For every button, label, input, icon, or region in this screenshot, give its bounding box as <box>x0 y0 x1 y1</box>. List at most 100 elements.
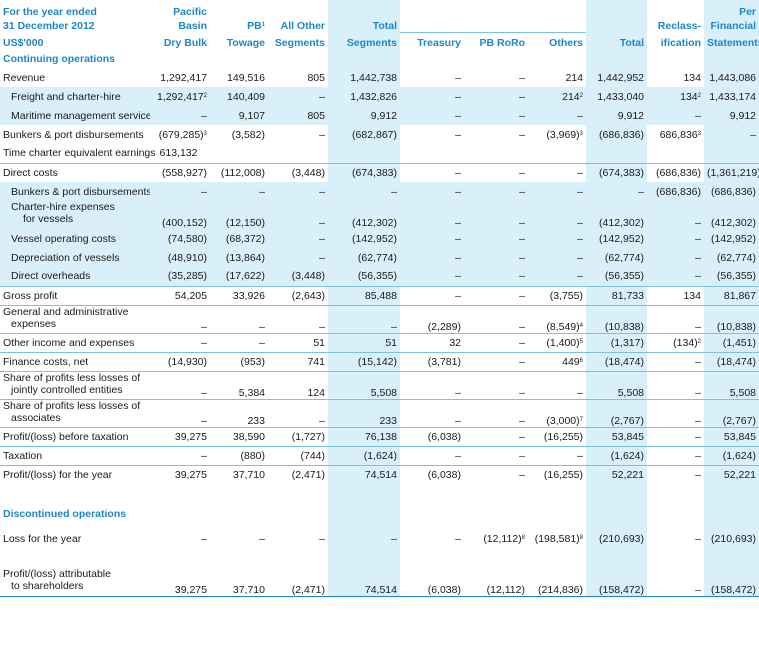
table-cell: 1,433,040 <box>586 87 647 106</box>
table-cell: (686,836) <box>647 162 704 182</box>
table-row: Other income and expenses – –51 51 32– (1,400… <box>0 332 759 352</box>
table-cell: (400,152) <box>150 201 210 229</box>
table-cell: 85,488 <box>328 285 400 305</box>
table-cell: (142,952) <box>328 229 400 248</box>
table-cell <box>464 504 528 523</box>
table-cell: – <box>464 426 528 446</box>
table-row: Share of profits less losses of associate… <box>0 398 759 427</box>
table-cell: (35,285) <box>150 267 210 286</box>
table-cell: 1,292,417 <box>160 71 207 84</box>
table-cell: 214 <box>565 71 583 84</box>
table-cell <box>268 504 328 523</box>
table-cell: (10,838) <box>586 304 647 333</box>
table-cell: (56,355) <box>586 267 647 286</box>
table-cell: – <box>455 128 461 141</box>
table-cell <box>528 504 586 523</box>
table-cell <box>400 504 464 523</box>
table-cell: 52,221 <box>586 464 647 484</box>
table-cell <box>210 504 268 523</box>
table-cell: 1,433,174 <box>704 87 759 106</box>
table-cell: – <box>150 398 210 427</box>
table-cell: – <box>328 304 400 333</box>
table-cell <box>647 504 704 523</box>
table-cell <box>328 144 400 163</box>
table-cell: 54,205 <box>150 285 210 305</box>
table-cell: – <box>647 106 704 125</box>
table-cell: 1,292,4172 <box>150 87 210 106</box>
table-cell: – <box>400 162 464 182</box>
col-per-line3: Statements <box>704 32 759 49</box>
table-cell: – <box>150 182 210 201</box>
row-label: Bunkers & port disbursements <box>0 182 150 201</box>
table-cell: – <box>400 370 464 399</box>
table-cell: (142,952) <box>586 229 647 248</box>
table-cell <box>464 144 528 163</box>
table-cell: – <box>464 162 528 182</box>
row-label: Profit/(loss) for the year <box>0 464 150 484</box>
row-label: Profit/(loss) before taxation <box>0 426 150 446</box>
table-cell: (1,451) <box>704 332 759 352</box>
col-pbdb-line2: Basin <box>178 20 207 32</box>
table-cell: (6,038) <box>400 464 464 484</box>
table-row <box>0 548 759 568</box>
table-row: Revenue 1,292,417 149,516 805 1,442,738 – – 214… <box>0 68 759 87</box>
table-cell <box>210 49 268 68</box>
table-cell: (1,361,219) <box>704 162 759 182</box>
table-cell: – <box>400 201 464 229</box>
table-cell: – <box>528 106 586 125</box>
col-treasury: Treasury <box>400 31 464 49</box>
table-cell: (17,622) <box>210 267 268 286</box>
table-cell: 149,516 <box>227 71 265 84</box>
table-cell <box>210 144 268 163</box>
table-row: Freight and charter-hire 1,292,4172 140,40… <box>0 87 759 106</box>
table-cell: 233 <box>210 398 268 427</box>
table-cell <box>586 504 647 523</box>
table-cell: – <box>259 532 265 545</box>
table-cell: 9,912 <box>328 106 400 125</box>
table-cell: (686,836) <box>704 182 759 201</box>
table-cell: 140,409 <box>210 87 268 106</box>
table-cell: 9,912 <box>704 106 759 125</box>
table-cell: 9,912 <box>586 106 647 125</box>
table-cell <box>268 144 328 163</box>
table-cell: – <box>268 201 328 229</box>
table-cell: (18,474) <box>704 351 759 371</box>
table-cell: (8,549)4 <box>528 304 586 333</box>
table-cell: (412,302) <box>586 201 647 229</box>
col-towage-line1: PB1 <box>247 20 265 32</box>
col-pbdb-line3: Dry Bulk <box>163 37 207 49</box>
col-per-line2: Financial <box>704 18 759 32</box>
table-cell: – <box>647 398 704 427</box>
row-label: Continuing operations <box>3 52 115 65</box>
table-cell: – <box>400 182 464 201</box>
table-cell: – <box>400 106 464 125</box>
table-cell <box>586 49 647 68</box>
table-cell: – <box>647 568 704 597</box>
table-cell: (412,302) <box>704 201 759 229</box>
table-cell: (2,767) <box>704 398 759 427</box>
table-cell: – <box>319 532 325 545</box>
row-label: Freight and charter-hire <box>0 87 150 106</box>
table-cell: (12,112) <box>464 568 528 597</box>
row-label: Vessel operating costs <box>0 229 150 248</box>
table-cell: – <box>695 532 701 545</box>
table-cell: – <box>528 445 586 465</box>
table-cell: – <box>455 532 461 545</box>
table-cell: – <box>528 229 586 248</box>
table-cell: – <box>210 304 268 333</box>
table-cell: – <box>328 529 400 548</box>
table-cell: (686,836) <box>586 125 647 144</box>
table-row: General and administrative expenses – – – – (2… <box>0 304 759 333</box>
table-cell: – <box>528 248 586 267</box>
table-cell: – <box>464 248 528 267</box>
table-cell: 686,8363 <box>659 128 701 141</box>
table-cell: 5,384 <box>210 370 268 399</box>
table-row: Direct costs (558,927) (112,008) (3,448) (67… <box>0 162 759 182</box>
table-row: Profit/(loss) before taxation 39,275 38,59… <box>0 426 759 446</box>
table-cell: 81,867 <box>704 285 759 305</box>
table-cell: – <box>519 71 525 84</box>
table-cell <box>464 49 528 68</box>
table-cell: 5,508 <box>704 370 759 399</box>
table-cell: (880) <box>210 445 268 465</box>
table-cell: (6,038) <box>400 568 464 597</box>
